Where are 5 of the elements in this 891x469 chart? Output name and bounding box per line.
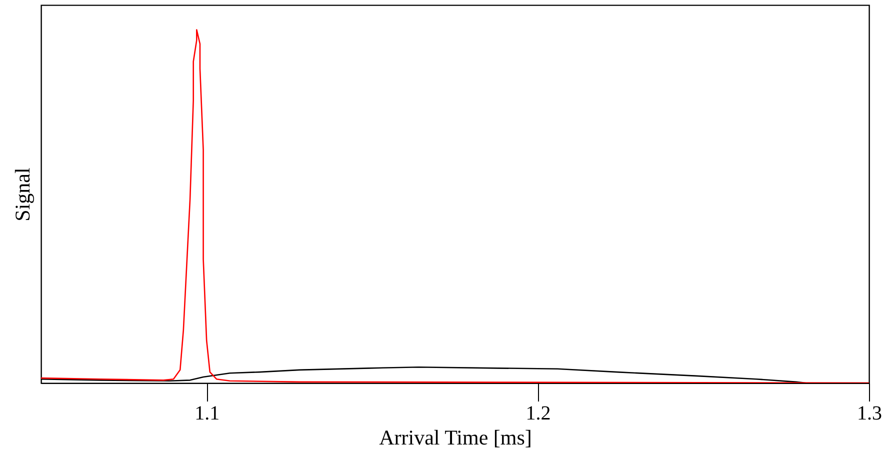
x-axis-title: Arrival Time [ms] [379, 426, 532, 450]
x-tick-label: 1.2 [526, 402, 551, 424]
x-tick-label: 1.3 [857, 402, 882, 424]
y-axis-title: Signal [10, 168, 34, 222]
x-tick-label: 1.1 [194, 402, 220, 424]
